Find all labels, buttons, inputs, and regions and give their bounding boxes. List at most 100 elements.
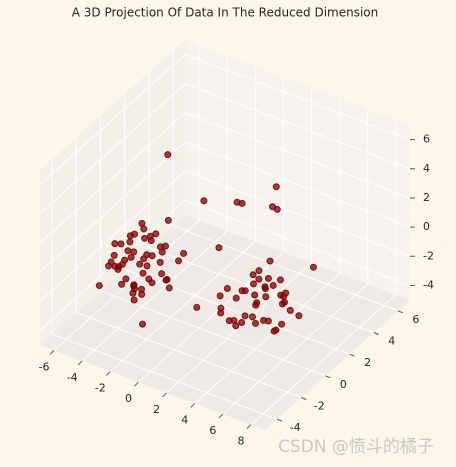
grid-line	[39, 112, 186, 244]
x-tick-label: -4	[67, 371, 78, 384]
x-tick-label: 2	[153, 403, 160, 416]
x-tick-label: 6	[209, 424, 216, 437]
point	[261, 285, 269, 293]
point	[105, 262, 113, 270]
point	[121, 256, 129, 264]
point	[130, 296, 138, 304]
x-tick	[218, 413, 224, 419]
grid-line	[250, 294, 397, 426]
point	[164, 151, 172, 159]
x-tick-label: 4	[181, 413, 188, 426]
point	[278, 320, 286, 328]
z-tick-label: 0	[423, 220, 430, 233]
z-tick-label: -4	[423, 278, 434, 291]
grid-line	[184, 170, 411, 257]
y-tick	[325, 375, 331, 379]
point	[156, 258, 164, 266]
grid-line	[184, 199, 411, 286]
point	[253, 299, 261, 307]
point	[215, 244, 223, 252]
point	[175, 257, 183, 265]
point	[139, 320, 146, 328]
x-tick-label: 0	[125, 392, 132, 405]
y-tick-label: -4	[290, 421, 301, 434]
z-tick-label: 2	[423, 191, 430, 204]
grid-line	[184, 54, 411, 141]
grid-line	[184, 112, 411, 199]
y-tick	[349, 353, 355, 357]
point	[129, 289, 137, 297]
grid-line	[172, 225, 399, 312]
point	[241, 287, 249, 295]
point	[251, 291, 259, 299]
point	[276, 276, 284, 284]
point	[225, 317, 233, 325]
point	[111, 262, 119, 270]
point	[138, 219, 146, 227]
grid-line	[222, 283, 369, 415]
point	[126, 232, 134, 240]
grid-line	[184, 141, 411, 228]
y-tick-label: 4	[388, 335, 395, 348]
point	[130, 248, 138, 256]
point	[249, 271, 257, 279]
point	[158, 270, 166, 278]
y-tick-label: 6	[412, 313, 419, 326]
point	[95, 282, 103, 290]
point	[262, 293, 270, 301]
grid-line	[51, 333, 278, 420]
x-tick	[190, 403, 196, 408]
x-tick-label: -6	[39, 360, 50, 373]
point	[158, 248, 166, 256]
point	[127, 253, 135, 261]
x-tick	[246, 424, 252, 430]
point	[122, 275, 130, 283]
point	[140, 255, 148, 263]
x-tick	[105, 371, 111, 376]
point	[111, 240, 119, 248]
point	[255, 275, 263, 283]
grid-line	[184, 83, 411, 170]
pane-floor	[40, 215, 410, 430]
grid-line	[39, 141, 186, 273]
point	[278, 300, 286, 308]
z-tick-label: -2	[423, 249, 434, 262]
point	[266, 257, 274, 265]
point	[248, 313, 256, 321]
point	[255, 267, 263, 275]
point	[146, 232, 154, 240]
point	[295, 312, 303, 320]
point	[216, 292, 224, 300]
y-tick	[397, 310, 404, 314]
point	[270, 327, 278, 335]
point	[260, 316, 268, 324]
point	[130, 282, 138, 290]
point	[118, 280, 126, 288]
point	[180, 249, 188, 257]
chart-title: A 3D Projection Of Data In The Reduced D…	[72, 6, 379, 20]
point	[143, 262, 151, 270]
grid-line	[124, 268, 350, 355]
point	[238, 199, 246, 207]
z-tick-label: 6	[423, 133, 430, 146]
x-tick-label: -2	[95, 382, 106, 395]
y-tick	[373, 332, 379, 335]
grid-line	[194, 273, 341, 404]
grid-line	[53, 219, 200, 351]
grid-line	[39, 54, 186, 185]
grid-line	[81, 230, 228, 362]
y-tick	[301, 397, 307, 400]
point	[252, 319, 259, 327]
grid-line	[109, 241, 256, 372]
point	[126, 238, 134, 246]
point	[117, 240, 125, 248]
x-tick	[134, 381, 139, 387]
point	[241, 312, 249, 320]
y-tick-label: 0	[340, 378, 347, 391]
point	[250, 280, 258, 288]
x-tick	[77, 360, 83, 366]
grid-line	[100, 290, 326, 377]
point	[110, 251, 118, 259]
z-tick-label: 4	[423, 162, 430, 175]
